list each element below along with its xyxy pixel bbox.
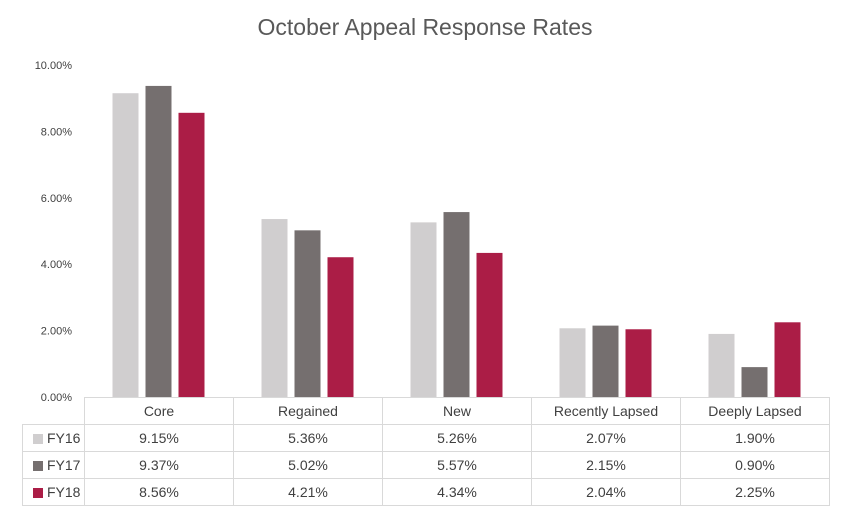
- y-tick-label: 8.00%: [41, 126, 72, 138]
- bar-fy17: [443, 212, 470, 397]
- legend-entry: FY17: [22, 451, 85, 479]
- legend-entry: FY16: [22, 424, 85, 452]
- table-row: FY18 8.56% 4.21% 4.34% 2.04% 2.25%: [22, 478, 830, 506]
- legend-swatch: [33, 488, 43, 498]
- data-cell: 2.15%: [531, 451, 681, 479]
- table-corner: [22, 397, 85, 425]
- data-cell: 5.02%: [233, 451, 383, 479]
- category-label: Regained: [233, 397, 383, 425]
- bar-fy16: [559, 328, 586, 397]
- data-cell: 4.21%: [233, 478, 383, 506]
- data-cell: 2.07%: [531, 424, 681, 452]
- bar-fy17: [145, 85, 172, 397]
- table-row: FY16 9.15% 5.36% 5.26% 2.07% 1.90%: [22, 424, 830, 452]
- data-cell: 5.57%: [382, 451, 532, 479]
- data-cell: 0.90%: [680, 451, 830, 479]
- series-name: FY18: [47, 484, 81, 500]
- legend-entry: FY18: [22, 478, 85, 506]
- table-row: FY17 9.37% 5.02% 5.57% 2.15% 0.90%: [22, 451, 830, 479]
- bar-fy17: [592, 325, 619, 397]
- data-cell: 2.25%: [680, 478, 830, 506]
- bar-fy16: [410, 222, 437, 397]
- y-tick-label: 2.00%: [41, 326, 72, 338]
- bar-fy16: [261, 219, 288, 397]
- category-label: Core: [84, 397, 234, 425]
- data-cell: 9.15%: [84, 424, 234, 452]
- data-cell: 5.26%: [382, 424, 532, 452]
- legend-swatch: [33, 461, 43, 471]
- bar-fy18: [178, 112, 205, 398]
- series-name: FY17: [47, 457, 81, 473]
- data-cell: 8.56%: [84, 478, 234, 506]
- data-cell: 4.34%: [382, 478, 532, 506]
- data-cell: 2.04%: [531, 478, 681, 506]
- bar-fy18: [774, 322, 801, 397]
- y-tick-label: 4.00%: [41, 259, 72, 271]
- bar-fy18: [327, 257, 354, 397]
- category-label: Recently Lapsed: [531, 397, 681, 425]
- series-name: FY16: [47, 430, 81, 446]
- bar-fy16: [112, 93, 139, 397]
- y-tick-label: 6.00%: [41, 193, 72, 205]
- bar-fy16: [708, 333, 735, 397]
- bar-fy18: [476, 252, 503, 397]
- bar-fy17: [741, 367, 768, 397]
- data-cell: 5.36%: [233, 424, 383, 452]
- chart-title: October Appeal Response Rates: [257, 14, 593, 40]
- bar-fy17: [294, 230, 321, 397]
- data-table: Core Regained New Recently Lapsed Deeply Lap…: [22, 397, 830, 506]
- y-tick-label: 10.00%: [35, 60, 73, 72]
- category-label: New: [382, 397, 532, 425]
- category-label: Deeply Lapsed: [680, 397, 830, 425]
- data-cell: 1.90%: [680, 424, 830, 452]
- bar-fy18: [625, 329, 652, 397]
- data-cell: 9.37%: [84, 451, 234, 479]
- legend-swatch: [33, 434, 43, 444]
